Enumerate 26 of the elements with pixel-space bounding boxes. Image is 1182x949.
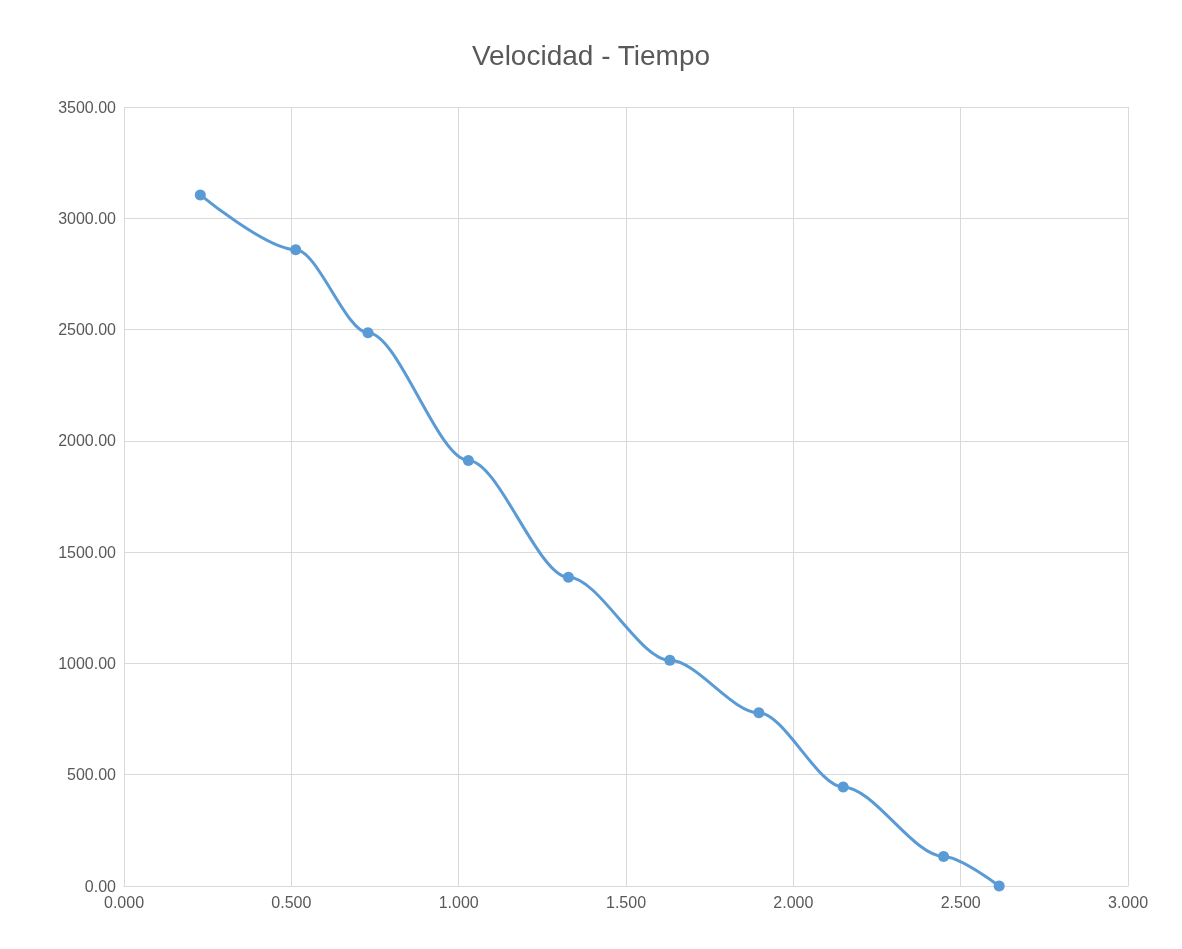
point: [290, 244, 302, 256]
x-tick-label: 2.000: [773, 893, 814, 911]
y-tick-label: 2500.00: [58, 321, 117, 339]
x-tick-label: 3.000: [1107, 893, 1149, 911]
point: [753, 707, 765, 719]
x-tick-label: 1.000: [438, 893, 479, 911]
x-tick-label: 2.500: [940, 893, 981, 911]
point: [462, 454, 474, 466]
y-tick-label: 0.00: [84, 877, 117, 895]
point: [562, 571, 574, 583]
y-tick-label: 3500.00: [58, 98, 117, 116]
chart-title: Velocidad - Tiempo: [471, 39, 711, 71]
y-tick-label: 1500.00: [58, 543, 117, 561]
y-tick-label: 1000.00: [58, 654, 117, 672]
point: [362, 327, 374, 339]
point: [993, 880, 1005, 892]
x-tick-label: 0.000: [103, 893, 145, 911]
y-tick-label: 2000.00: [58, 432, 117, 450]
x-tick-label: 1.500: [605, 893, 647, 911]
x-tick-label: 0.500: [271, 893, 312, 911]
point: [837, 781, 849, 793]
point: [664, 654, 676, 666]
y-tick-label: 3000.00: [58, 209, 117, 227]
y-tick-label: 500.00: [67, 766, 117, 784]
point: [938, 850, 950, 862]
point: [194, 189, 206, 201]
